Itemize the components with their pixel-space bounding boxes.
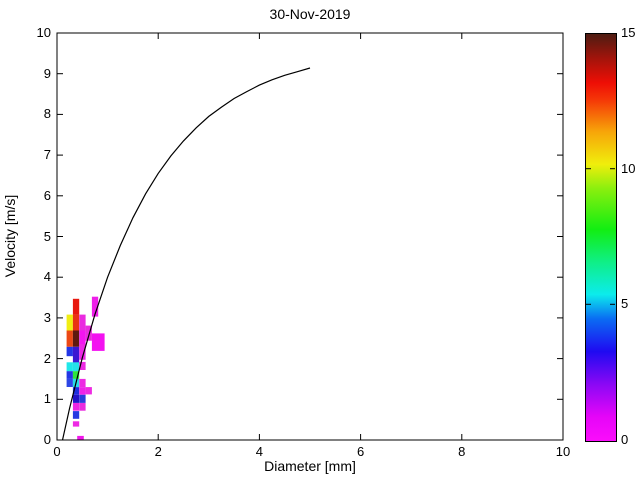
- heatmap-cell: [79, 314, 86, 331]
- y-tick-label: 0: [43, 432, 51, 447]
- x-tick-label: 6: [356, 444, 365, 459]
- axes-box: [56, 32, 564, 441]
- heatmap-cell: [79, 394, 86, 403]
- heatmap-cell: [72, 314, 80, 331]
- heatmap-cell: [66, 314, 73, 331]
- colorbar-tick-label: 10: [621, 160, 636, 176]
- y-tick-label: 4: [43, 269, 51, 285]
- colorbar: [585, 33, 617, 442]
- y-axis-label: Velocity [m/s]: [2, 195, 18, 277]
- heatmap-cell: [79, 378, 86, 387]
- heatmap-cell: [72, 421, 80, 427]
- heatmap-cell: [85, 387, 92, 395]
- heatmap-cell: [72, 378, 80, 387]
- colorbar-tick-label: 0: [621, 432, 629, 447]
- colorbar-tick-label: 5: [621, 296, 629, 312]
- heatmap-cell: [72, 298, 80, 315]
- x-tick-label: 0: [53, 444, 61, 459]
- y-tick-label: 5: [43, 228, 51, 244]
- heatmap-cell: [72, 371, 80, 379]
- heatmap-cell: [72, 346, 80, 364]
- heatmap-cell: [72, 330, 80, 347]
- heatmap-cell: [79, 387, 86, 395]
- heatmap-cell: [72, 394, 80, 403]
- y-tick-label: 9: [43, 65, 51, 81]
- x-tick-label: 4: [255, 444, 263, 459]
- heatmap-cell: [72, 362, 80, 372]
- y-tick-label: 3: [43, 309, 51, 325]
- heatmap-cell: [66, 362, 73, 372]
- plot-title: 30-Nov-2019: [269, 6, 351, 22]
- heatmap-cell: [66, 346, 73, 357]
- heatmap-cell: [72, 411, 80, 419]
- terminal-velocity-curve: [62, 67, 311, 440]
- heatmap-cell: [85, 325, 92, 341]
- heatmap-cell: [72, 403, 80, 411]
- heatmap-cell: [72, 387, 80, 395]
- heatmap-cell: [79, 403, 86, 411]
- y-tick-label: 1: [43, 391, 51, 407]
- y-tick-label: 6: [43, 187, 51, 203]
- heatmap-cell: [91, 333, 105, 351]
- heatmap-cell: [66, 378, 73, 387]
- heatmap-cell: [79, 330, 86, 347]
- heatmap-cell: [79, 361, 86, 370]
- heatmap-cell: [66, 330, 73, 347]
- heatmap-cell: [77, 435, 84, 440]
- y-tick-label: 8: [43, 106, 51, 122]
- y-tick-label: 7: [43, 147, 51, 163]
- heatmap-cell: [66, 371, 73, 379]
- y-tick-label: 10: [36, 25, 51, 40]
- colorbar-tick-label: 15: [621, 25, 636, 40]
- x-tick-label: 8: [458, 444, 466, 459]
- x-axis-label: Diameter [mm]: [264, 458, 356, 474]
- heatmap-cell: [79, 343, 86, 360]
- y-tick-label: 2: [43, 350, 51, 366]
- heatmap-cell: [91, 296, 99, 317]
- x-tick-label: 2: [154, 444, 162, 459]
- x-tick-label: 10: [555, 444, 571, 459]
